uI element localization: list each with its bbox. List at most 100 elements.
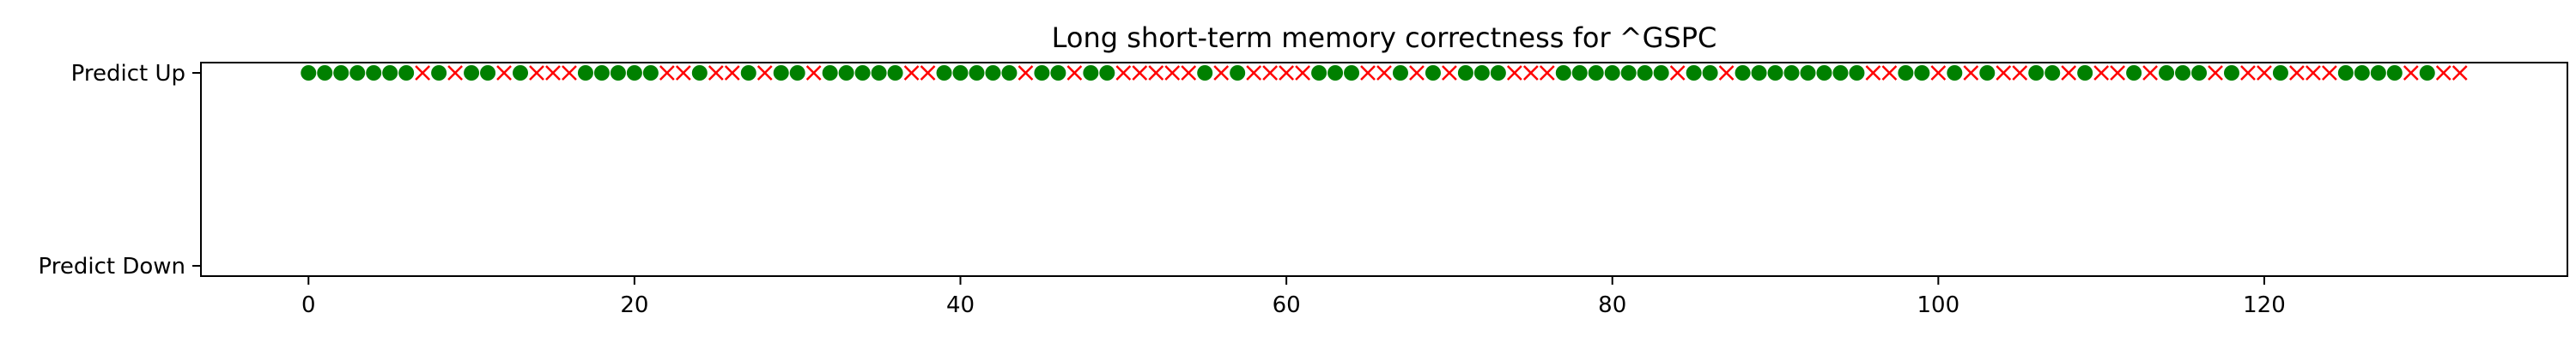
x-tick-label-40: 40 [946,292,975,318]
point-incorrect-9 [447,65,463,81]
point-correct-128 [2386,65,2403,81]
x-tick-label-120: 120 [2243,292,2286,318]
point-correct-80 [1604,65,1620,81]
point-correct-127 [2370,65,2386,81]
point-incorrect-113 [2142,65,2158,81]
point-incorrect-15 [545,65,561,81]
point-incorrect-25 [708,65,724,81]
point-correct-71 [1457,65,1473,81]
point-incorrect-84 [1669,65,1686,81]
point-correct-55 [1197,65,1213,81]
point-correct-18 [593,65,610,81]
data-points [301,65,2468,81]
point-correct-67 [1392,65,1408,81]
point-correct-42 [985,65,1001,81]
x-tick-label-0: 0 [301,292,316,318]
point-correct-116 [2191,65,2208,81]
point-incorrect-129 [2403,65,2419,81]
point-correct-11 [480,65,496,81]
point-incorrect-51 [1132,65,1148,81]
point-correct-114 [2159,65,2175,81]
point-correct-72 [1473,65,1490,81]
point-incorrect-22 [659,65,675,81]
point-incorrect-117 [2208,65,2223,81]
point-correct-34 [854,65,871,81]
point-correct-90 [1767,65,1783,81]
point-incorrect-100 [1930,65,1947,81]
point-incorrect-70 [1442,65,1457,81]
point-correct-33 [838,65,854,81]
point-correct-35 [871,65,887,81]
point-incorrect-65 [1360,65,1376,81]
point-correct-126 [2354,65,2370,81]
point-incorrect-97 [1881,65,1898,81]
point-correct-21 [642,65,659,81]
point-incorrect-54 [1181,65,1197,81]
x-tick-label-100: 100 [1917,292,1960,318]
point-incorrect-14 [529,65,544,81]
point-incorrect-104 [1996,65,2012,81]
point-correct-13 [513,65,529,81]
point-incorrect-110 [2093,65,2110,81]
point-incorrect-111 [2110,65,2126,81]
point-incorrect-56 [1213,65,1230,81]
point-correct-1 [317,65,333,81]
point-correct-130 [2419,65,2435,81]
point-incorrect-87 [1718,65,1735,81]
point-incorrect-44 [1018,65,1034,81]
point-incorrect-75 [1522,65,1539,81]
point-correct-112 [2126,65,2142,81]
point-incorrect-123 [2306,65,2321,81]
point-incorrect-53 [1164,65,1181,81]
chart-title: Long short-term memory correctness for ^… [1052,21,1717,54]
point-incorrect-74 [1506,65,1522,81]
point-correct-95 [1849,65,1865,81]
point-correct-30 [789,65,805,81]
point-correct-46 [1050,65,1066,81]
y-axis: Predict Up Predict Down [39,61,201,280]
point-correct-107 [2044,65,2061,81]
point-incorrect-119 [2240,65,2256,81]
point-correct-81 [1620,65,1637,81]
point-correct-83 [1653,65,1669,81]
point-correct-2 [333,65,349,81]
point-correct-17 [577,65,593,81]
y-tick-label-predict-up: Predict Up [71,61,185,87]
point-correct-8 [431,65,447,81]
point-correct-48 [1083,65,1099,81]
point-incorrect-26 [724,65,740,81]
point-correct-64 [1344,65,1360,81]
plot-frame [200,62,2568,277]
point-incorrect-37 [903,65,920,81]
point-correct-5 [382,65,398,81]
point-incorrect-102 [1963,65,1979,81]
point-correct-85 [1686,65,1702,81]
x-tick-label-60: 60 [1273,292,1301,318]
point-correct-40 [952,65,969,81]
point-incorrect-120 [2257,65,2272,81]
point-correct-19 [610,65,626,81]
point-correct-29 [773,65,789,81]
point-correct-6 [398,65,415,81]
point-correct-125 [2337,65,2354,81]
point-correct-24 [691,65,708,81]
point-incorrect-50 [1115,65,1132,81]
point-incorrect-7 [415,65,431,81]
point-correct-63 [1327,65,1344,81]
point-correct-10 [464,65,480,81]
point-correct-73 [1490,65,1506,81]
point-correct-3 [349,65,366,81]
point-correct-86 [1702,65,1718,81]
point-incorrect-38 [920,65,936,81]
point-incorrect-124 [2321,65,2337,81]
point-incorrect-68 [1409,65,1425,81]
point-correct-109 [2077,65,2093,81]
point-correct-57 [1230,65,1246,81]
point-correct-32 [822,65,838,81]
point-correct-78 [1571,65,1588,81]
point-correct-45 [1034,65,1050,81]
point-incorrect-131 [2435,65,2451,81]
point-incorrect-28 [756,65,773,81]
point-incorrect-108 [2061,65,2077,81]
